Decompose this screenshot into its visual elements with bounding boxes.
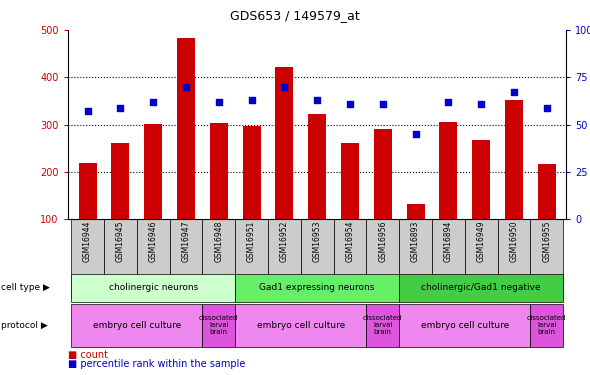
Point	[542, 105, 552, 111]
Text: GDS653 / 149579_at: GDS653 / 149579_at	[230, 9, 360, 22]
Point	[378, 101, 388, 107]
Text: cholinergic/Gad1 negative: cholinergic/Gad1 negative	[421, 284, 541, 292]
Text: cholinergic neurons: cholinergic neurons	[109, 284, 198, 292]
Bar	[407, 204, 425, 219]
Text: Gad1 expressing neurons: Gad1 expressing neurons	[260, 284, 375, 292]
Point	[476, 101, 486, 107]
Text: embryo cell culture: embryo cell culture	[421, 321, 509, 330]
Point	[181, 84, 191, 90]
Text: embryo cell culture: embryo cell culture	[257, 321, 345, 330]
Point	[247, 97, 256, 103]
Text: embryo cell culture: embryo cell culture	[93, 321, 181, 330]
Bar	[78, 163, 97, 219]
Point	[214, 99, 224, 105]
Text: ■ count: ■ count	[68, 350, 108, 360]
Point	[83, 108, 92, 114]
Text: protocol ▶: protocol ▶	[1, 321, 47, 330]
Bar	[209, 123, 228, 219]
Bar	[472, 140, 490, 219]
Point	[149, 99, 158, 105]
Text: cell type ▶: cell type ▶	[1, 284, 50, 292]
Bar	[242, 126, 261, 219]
Text: dissociated
larval
brain: dissociated larval brain	[363, 315, 402, 335]
Point	[509, 90, 519, 96]
Bar	[341, 142, 359, 219]
Point	[411, 131, 420, 137]
Bar	[505, 100, 523, 219]
Bar	[537, 164, 556, 219]
Text: dissociated
larval
brain: dissociated larval brain	[199, 315, 238, 335]
Point	[345, 101, 355, 107]
Text: dissociated
larval
brain: dissociated larval brain	[527, 315, 566, 335]
Bar	[308, 114, 326, 219]
Point	[116, 105, 125, 111]
Point	[444, 99, 453, 105]
Bar	[440, 122, 457, 219]
Bar	[112, 142, 129, 219]
Bar	[373, 129, 392, 219]
Point	[280, 84, 289, 90]
Bar	[144, 124, 162, 219]
Point	[312, 97, 322, 103]
Bar	[276, 67, 293, 219]
Bar	[177, 38, 195, 219]
Text: ■ percentile rank within the sample: ■ percentile rank within the sample	[68, 359, 245, 369]
